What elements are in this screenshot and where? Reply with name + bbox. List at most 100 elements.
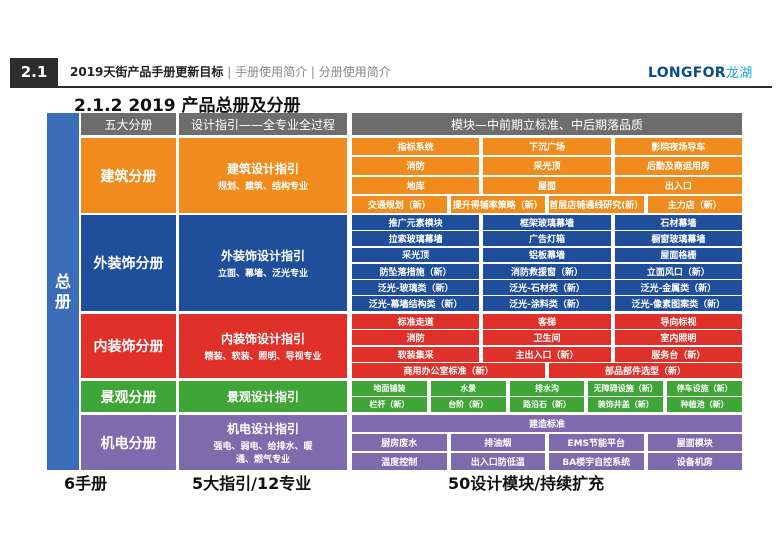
section-number: 2.1	[10, 58, 58, 86]
module-item[interactable]: 路沿石（新）	[509, 397, 585, 412]
guide-subtitle: 规划、建筑、结构专业	[217, 181, 308, 192]
breadcrumb: 2019天街产品手册更新目标 | 手册使用简介 | 分册使用简介	[70, 63, 391, 80]
logo-cn: 龙湖	[725, 66, 753, 81]
column-header-modules: 模块—中前期立标准、中后期落品质	[352, 113, 742, 135]
page-title: 2.1.2 2019 产品总册及分册	[74, 96, 301, 116]
module-item[interactable]: 温度控制	[352, 453, 447, 470]
module-item[interactable]: 推广元素模块	[352, 215, 480, 230]
module-item[interactable]: 广告灯箱	[483, 231, 611, 246]
module-item[interactable]: 标准走道	[352, 314, 480, 329]
guide-subtitle: 强电、弱电、给排水、暖通、燃气专业	[213, 442, 313, 465]
module-item[interactable]: 客梯	[483, 314, 611, 329]
module-item[interactable]: 地库	[352, 176, 480, 194]
page-header: 2.1 2019天街产品手册更新目标 | 手册使用简介 | 分册使用简介 LON…	[0, 0, 783, 120]
module-item[interactable]: 停车设施（新）	[667, 381, 742, 396]
module-item[interactable]: 防坠落措施（新）	[352, 263, 480, 279]
module-grid: 推广元素模块 框架玻璃幕墙 石材幕墙拉索玻璃幕墙 广告灯箱 橱窗玻璃幕墙采光顶 铝板幕墙屋…	[352, 215, 742, 311]
volume-category[interactable]: 内装饰分册	[81, 314, 176, 378]
module-item[interactable]: 软装集采	[352, 346, 480, 362]
module-item[interactable]: BA楼宇自控系统	[549, 453, 644, 470]
module-item[interactable]: 橱窗玻璃幕墙	[614, 231, 742, 246]
module-grid: 指标系统 下沉广场 影院夜场导车消防 采光顶 后勤及商运用房地库 屋面 出入口交通规划（新）…	[352, 138, 742, 213]
guide-title: 机电设计指引	[226, 422, 299, 436]
module-item[interactable]: 泛光-涂料类（新）	[483, 296, 611, 311]
module-item[interactable]: 装饰井盖（新）	[588, 397, 664, 412]
module-item[interactable]: 泛光-石材类（新）	[483, 280, 611, 295]
module-item[interactable]: 出入口防低温	[450, 453, 545, 470]
module-item[interactable]: EMS节能平台	[549, 434, 644, 451]
design-guide[interactable]: 外装饰设计指引 立面、幕墙、泛光专业	[179, 215, 347, 311]
module-item[interactable]: 部品部件选型（新）	[549, 363, 742, 378]
breadcrumb-active[interactable]: 2019天街产品手册更新目标	[70, 65, 224, 79]
module-item[interactable]: 后勤及商运用房	[614, 157, 742, 175]
module-item[interactable]: 首层店铺通线研究(新）	[549, 195, 644, 213]
volume-category[interactable]: 外装饰分册	[81, 215, 176, 311]
module-item[interactable]: 商用办公室标准（新）	[352, 363, 545, 378]
module-grid: 地面铺装 水景 排水沟 无障碍设施（新） 停车设施（新） 栏杆（新） 台阶（新） 路沿石（新）…	[352, 381, 742, 412]
module-item[interactable]: 泛光-像素图案类（新）	[614, 296, 742, 311]
module-item[interactable]: 地面铺装	[352, 381, 427, 396]
module-item[interactable]: 立面风口（新）	[614, 263, 742, 279]
guide-title: 建筑设计指引	[226, 161, 299, 176]
module-item[interactable]: 室内照明	[614, 330, 742, 346]
volume-category[interactable]: 景观分册	[81, 381, 176, 412]
header-divider	[10, 86, 772, 88]
module-item[interactable]: 泛光-玻璃类（新）	[352, 280, 480, 295]
footer-volumes: 6手册	[64, 474, 108, 493]
guide-title: 景观设计指引	[226, 390, 299, 404]
module-item[interactable]: 影院夜场导车	[614, 138, 742, 156]
module-item[interactable]: 无障碍设施（新）	[588, 381, 664, 396]
breadcrumb-rest[interactable]: | 手册使用简介 | 分册使用简介	[227, 65, 391, 79]
module-grid: 建造标准厨房废水 排油烟 EMS节能平台 屋面模块温度控制 出入口防低温 BA楼宇自控系统…	[352, 415, 742, 470]
volume-category[interactable]: 机电分册	[81, 415, 176, 470]
module-item[interactable]: 消防	[352, 330, 480, 346]
module-item[interactable]: 消防救援窗（新）	[483, 263, 611, 279]
module-item[interactable]: 指标系统	[352, 138, 480, 156]
side-label-total: 总册	[47, 113, 79, 470]
design-guide[interactable]: 内装饰设计指引 精装、软装、照明、导视专业	[179, 314, 347, 378]
module-item[interactable]: 泛光-金属类（新）	[614, 280, 742, 295]
design-guide[interactable]: 景观设计指引	[179, 381, 347, 412]
footer-modules: 50设计模块/持续扩充	[448, 474, 605, 493]
module-item[interactable]: 交通规划（新）	[352, 195, 447, 213]
module-item[interactable]: 建造标准	[352, 415, 742, 432]
module-item[interactable]: 厨房废水	[352, 434, 447, 451]
volume-category[interactable]: 建筑分册	[81, 138, 176, 213]
module-item[interactable]: 采光顶	[352, 247, 480, 263]
logo-text: LONGFOR	[648, 65, 726, 81]
module-item[interactable]: 屋面格栅	[614, 247, 742, 263]
module-item[interactable]: 屋面模块	[647, 434, 742, 451]
module-item[interactable]: 石材幕墙	[614, 215, 742, 230]
module-item[interactable]: 框架玻璃幕墙	[483, 215, 611, 230]
module-item[interactable]: 设备机房	[647, 453, 742, 470]
guide-title: 内装饰设计指引	[220, 332, 305, 346]
module-item[interactable]: 种植池（新）	[667, 397, 742, 412]
longfor-logo: LONGFOR龙湖	[648, 62, 753, 81]
module-grid: 标准走道 客梯 导向标视消防 卫生间 室内照明软装集采 主出入口（新） 服务台（新） 商用办公…	[352, 314, 742, 378]
module-item[interactable]: 采光顶	[483, 157, 611, 175]
module-item[interactable]: 消防	[352, 157, 480, 175]
module-item[interactable]: 主力店（新）	[647, 195, 742, 213]
side-label-char: 册	[54, 291, 71, 311]
module-item[interactable]: 台阶（新）	[430, 397, 506, 412]
module-item[interactable]: 提升得铺率策略（新）	[450, 195, 545, 213]
module-item[interactable]: 栏杆（新）	[352, 397, 427, 412]
module-item[interactable]: 主出入口（新）	[483, 346, 611, 362]
module-item[interactable]: 泛光-幕墙结构类（新）	[352, 296, 480, 311]
module-item[interactable]: 排油烟	[450, 434, 545, 451]
module-item[interactable]: 服务台（新）	[614, 346, 742, 362]
module-item[interactable]: 卫生间	[483, 330, 611, 346]
guide-subtitle: 立面、幕墙、泛光专业	[217, 269, 308, 279]
module-item[interactable]: 排水沟	[509, 381, 585, 396]
module-item[interactable]: 屋面	[483, 176, 611, 194]
column-header-guides: 设计指引——全专业全过程	[179, 113, 347, 135]
design-guide[interactable]: 机电设计指引强电、弱电、给排水、暖通、燃气专业	[179, 415, 347, 470]
module-item[interactable]: 水景	[430, 381, 506, 396]
module-item[interactable]: 铝板幕墙	[483, 247, 611, 263]
design-guide[interactable]: 建筑设计指引规划、建筑、结构专业	[179, 138, 347, 213]
module-item[interactable]: 拉索玻璃幕墙	[352, 231, 480, 246]
module-item[interactable]: 出入口	[614, 176, 742, 194]
module-item[interactable]: 导向标视	[614, 314, 742, 329]
side-label-char: 总	[54, 271, 71, 291]
module-item[interactable]: 下沉广场	[483, 138, 611, 156]
